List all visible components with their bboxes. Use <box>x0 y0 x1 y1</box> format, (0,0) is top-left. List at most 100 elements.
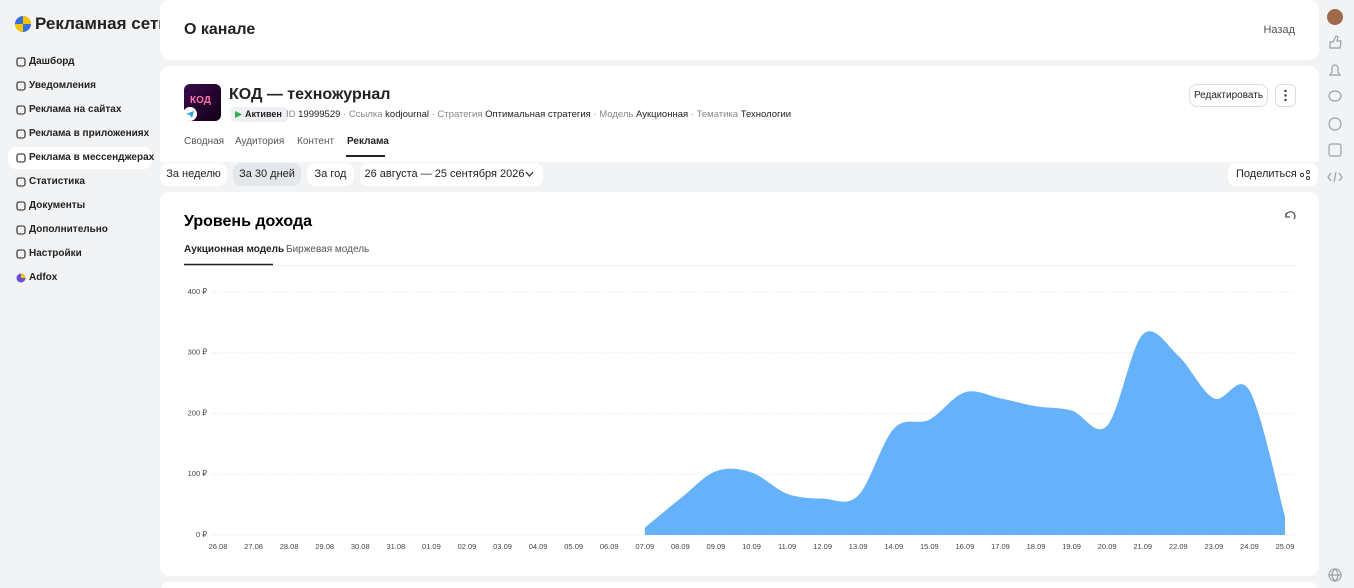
sidebar-label: Статистика <box>29 176 85 187</box>
x-tick-label: 31.08 <box>386 542 405 551</box>
meta-label: ID <box>286 109 296 120</box>
sidebar-icon <box>16 153 26 163</box>
x-tick-label: 14.09 <box>884 542 903 551</box>
x-tick-label: 07.09 <box>635 542 654 551</box>
sidebar-icon <box>16 105 26 115</box>
period-button[interactable]: За неделю <box>160 163 227 186</box>
x-tick-label: 08.09 <box>671 542 690 551</box>
sidebar-label: Реклама в приложениях <box>29 128 150 139</box>
active-tab-underline <box>346 155 385 157</box>
x-tick-label: 28.08 <box>280 542 299 551</box>
x-tick-label: 27.08 <box>244 542 263 551</box>
sidebar-icon <box>16 273 26 283</box>
chart-tab[interactable]: Аукционная модель <box>184 244 285 255</box>
channel-tab[interactable]: Реклама <box>347 136 389 147</box>
channel-tab[interactable]: Контент <box>297 136 335 147</box>
x-tick-label: 13.09 <box>849 542 868 551</box>
date-range[interactable]: 26 августа — 25 сентября 2026 <box>360 163 543 186</box>
sidebar-icon <box>16 225 26 235</box>
meta-value: Технологии <box>740 109 792 120</box>
x-tick-label: 23.09 <box>1204 542 1223 551</box>
x-tick-label: 19.09 <box>1062 542 1081 551</box>
sidebar-label: Уведомления <box>29 80 96 91</box>
x-tick-label: 16.09 <box>956 542 975 551</box>
channel-name: КОД — техножурнал <box>229 86 391 103</box>
x-tick-label: 25.09 <box>1276 542 1295 551</box>
telegram-badge <box>183 107 197 121</box>
x-tick-label: 18.09 <box>1027 542 1046 551</box>
logo-text: Рекламная сеть <box>35 14 169 33</box>
logo-icon <box>15 16 31 32</box>
sidebar-item[interactable]: Уведомления <box>8 75 152 97</box>
sidebar-icon <box>16 177 26 187</box>
share-text: Поделиться <box>1236 168 1297 180</box>
sidebar-icon <box>16 57 26 67</box>
meta-label: Стратегия <box>437 109 483 120</box>
x-tick-label: 15.09 <box>920 542 939 551</box>
avatar-text: КОД <box>190 95 211 106</box>
channel-avatar: КОД <box>183 84 221 121</box>
sidebar-item[interactable]: Реклама в мессенджерах <box>8 147 154 169</box>
share-button[interactable]: Поделиться <box>1228 163 1318 186</box>
x-tick-label: 01.09 <box>422 542 441 551</box>
sidebar-label: Настройки <box>29 248 82 259</box>
period-button[interactable]: За 30 дней <box>233 163 301 186</box>
meta-value: kodjournal <box>385 109 429 120</box>
chart-tab[interactable]: Биржевая модель <box>286 244 370 255</box>
area <box>644 331 1285 535</box>
meta-value: 19999529 <box>298 109 341 120</box>
sidebar-label: Adfox <box>29 272 58 283</box>
x-tick-label: 06.09 <box>600 542 619 551</box>
y-tick-label: 100 ₽ <box>188 469 208 478</box>
status-text: Активен <box>245 109 282 119</box>
refresh-icon[interactable] <box>1285 211 1296 220</box>
sidebar-label: Документы <box>29 200 86 211</box>
x-tick-label: 22.09 <box>1169 542 1188 551</box>
x-tick-label: 05.09 <box>564 542 583 551</box>
status-badge: Активен <box>231 107 288 122</box>
date-range-text: 26 августа — 25 сентября 2026 <box>364 168 525 180</box>
y-tick-label: 200 ₽ <box>188 408 208 417</box>
x-tick-label: 24.09 <box>1240 542 1259 551</box>
sidebar-item[interactable]: Реклама в приложениях <box>8 123 152 145</box>
x-tick-label: 26.08 <box>209 542 228 551</box>
sidebar-item[interactable]: Документы <box>8 195 152 217</box>
x-tick-label: 20.09 <box>1098 542 1117 551</box>
sidebar-label: Дополнительно <box>29 224 108 235</box>
sidebar-item[interactable]: Настройки <box>8 243 152 265</box>
sidebar-item[interactable]: Реклама на сайтах <box>8 99 152 121</box>
x-tick-label: 04.09 <box>529 542 548 551</box>
page-title: О канале <box>184 21 256 38</box>
period-button[interactable]: За год <box>307 163 354 186</box>
sidebar-item[interactable]: Adfox <box>8 267 152 289</box>
more-button[interactable] <box>1275 84 1296 107</box>
sidebar-label: Реклама на сайтах <box>29 104 122 115</box>
x-tick-label: 11.09 <box>778 542 796 551</box>
x-tick-label: 09.09 <box>707 542 726 551</box>
x-tick-label: 10.09 <box>742 542 761 551</box>
sidebar-icon <box>16 201 26 211</box>
sidebar-item[interactable]: Дополнительно <box>8 219 152 241</box>
sidebar-icon <box>16 249 26 259</box>
sidebar-item[interactable]: Дашборд <box>8 51 152 73</box>
meta-label: Ссылка <box>348 109 383 120</box>
y-tick-label: 300 ₽ <box>188 348 208 357</box>
next-card <box>160 582 1319 588</box>
channel-tab[interactable]: Сводная <box>184 136 225 147</box>
chart-title: Уровень дохода <box>184 213 312 230</box>
x-tick-label: 02.09 <box>458 542 477 551</box>
meta-label: Модель <box>599 109 634 120</box>
x-tick-label: 21.09 <box>1133 542 1152 551</box>
channel-tab[interactable]: Аудитория <box>235 136 285 147</box>
x-tick-label: 29.08 <box>315 542 334 551</box>
sidebar-item[interactable]: Статистика <box>8 171 152 193</box>
edit-button[interactable]: Редактировать <box>1189 84 1268 107</box>
x-tick-label: 17.09 <box>991 542 1010 551</box>
channel-card: КОД КОД — техножурнал Активен ID 1999952… <box>160 66 1319 162</box>
chart-card: Уровень дохода 0 ₽ 100 ₽ 200 ₽ 300 ₽ 400 ₽ 26… <box>160 192 1319 576</box>
right-rail <box>1327 9 1343 582</box>
y-tick-label: 400 ₽ <box>188 287 208 296</box>
back-link[interactable]: Назад <box>1263 24 1295 36</box>
sidebar-label: Дашборд <box>29 56 75 67</box>
x-tick-label: 12.09 <box>813 542 832 551</box>
